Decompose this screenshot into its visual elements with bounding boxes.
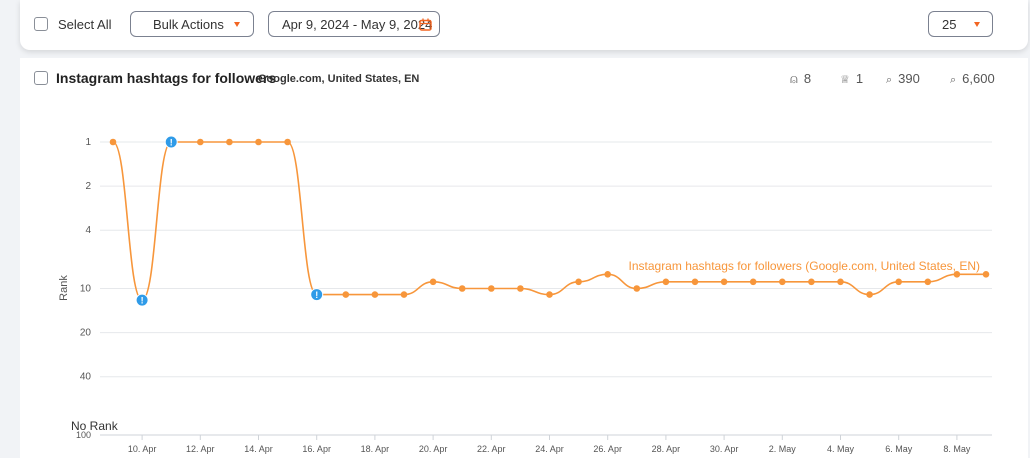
- date-range-picker[interactable]: Apr 9, 2024 - May 9, 2024: [268, 11, 440, 37]
- search-icon: ⌕: [886, 74, 893, 86]
- calendar-icon: [419, 18, 432, 31]
- per-page-value: 25: [942, 17, 957, 32]
- keyword-checkbox[interactable]: [34, 71, 48, 85]
- chevron-down-icon: [974, 22, 980, 27]
- volume-stat: ⌕ 6,600: [950, 71, 995, 86]
- volume-icon: ⌕: [950, 74, 957, 86]
- bulk-actions-label: Bulk Actions: [153, 17, 224, 32]
- competitors-stat: ⍝ 8: [790, 71, 812, 86]
- chevron-down-icon: [234, 22, 240, 27]
- select-all-label[interactable]: Select All: [58, 17, 112, 32]
- trophy-stat: ♕ 1: [840, 71, 864, 86]
- trophy-icon: ♕: [840, 74, 850, 86]
- toolbar: Select All Bulk Actions Apr 9, 2024 - Ma…: [20, 0, 1028, 50]
- keyword-title: Instagram hashtags for followers: [56, 70, 277, 86]
- per-page-dropdown[interactable]: 25: [928, 11, 993, 37]
- search-engine-label: Google.com, United States, EN: [258, 73, 420, 85]
- keyword-panel: Instagram hashtags for followers Google.…: [20, 58, 1028, 458]
- bulk-actions-dropdown[interactable]: Bulk Actions: [130, 11, 254, 37]
- select-all-checkbox[interactable]: [34, 17, 48, 31]
- users-icon: ⍝: [790, 71, 798, 86]
- date-range-label: Apr 9, 2024 - May 9, 2024: [282, 17, 433, 32]
- search-stat: ⌕ 390: [886, 71, 920, 86]
